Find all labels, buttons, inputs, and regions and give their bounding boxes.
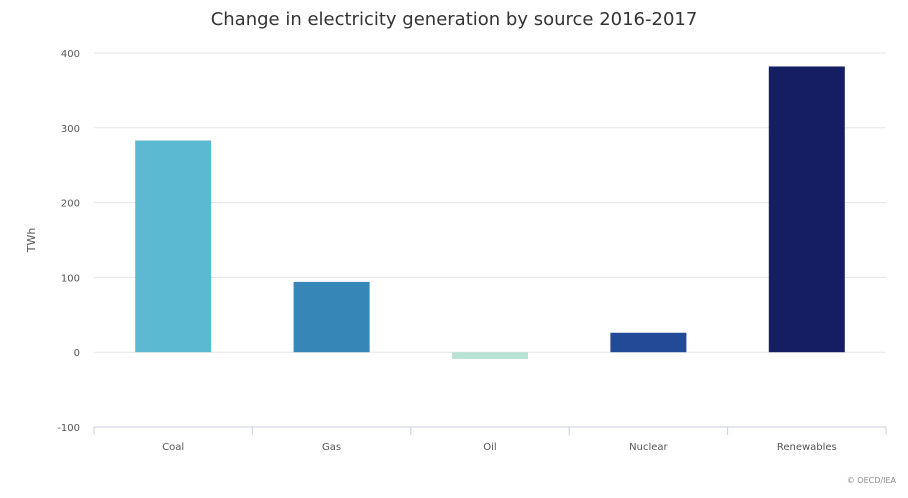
bar-coal (135, 140, 212, 353)
bars (135, 66, 845, 359)
y-tick-label: 300 (61, 124, 80, 135)
x-tick-label-oil: Oil (483, 442, 496, 453)
bar-nuclear (610, 332, 687, 353)
y-tick-label: -100 (57, 423, 80, 434)
bar-gas (293, 281, 370, 353)
copyright-notice: © OECD/IEA (846, 476, 896, 485)
x-tick-labels: Coal Gas Oil Nuclear Renewables (162, 442, 837, 453)
y-axis-title: TWh (25, 228, 38, 254)
x-tick-label-coal: Coal (162, 442, 184, 453)
gridlines (94, 52, 886, 353)
y-tick-label: 400 (61, 49, 80, 60)
y-tick-label: 200 (61, 199, 80, 210)
bar-renewables (768, 66, 845, 353)
bar-oil (452, 352, 528, 359)
x-tick-label-nuclear: Nuclear (629, 442, 668, 453)
x-tick-label-gas: Gas (322, 442, 341, 453)
chart-title: Change in electricity generation by sour… (210, 9, 698, 30)
x-tick-label-renewables: Renewables (777, 442, 837, 453)
y-tick-label: 0 (74, 348, 80, 359)
x-axis (93, 426, 887, 435)
y-tick-labels: -100 0 100 200 300 400 (57, 49, 80, 434)
y-tick-label: 100 (61, 273, 80, 284)
